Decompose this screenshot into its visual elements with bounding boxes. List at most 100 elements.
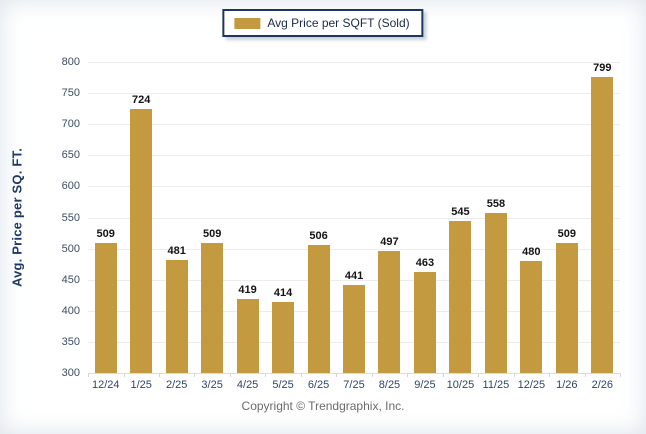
x-tick-mark (194, 373, 196, 377)
x-tick-mark (265, 373, 267, 377)
y-axis-title: Avg. Price per SQ. FT. (9, 148, 25, 288)
x-tick-mark (478, 373, 480, 377)
bar-column: 480 (514, 62, 549, 373)
bar-column: 509 (194, 62, 229, 373)
x-tick-label: 6/25 (307, 379, 330, 391)
bar-column: 419 (230, 62, 265, 373)
x-tick-mark (549, 373, 551, 377)
x-tick-mark (584, 373, 586, 377)
y-tick-label: 800 (61, 56, 80, 68)
x-tick-label: 5/25 (272, 379, 294, 391)
x-tick-label: 2/26 (591, 379, 613, 391)
bar-column: 799 (585, 62, 620, 373)
bar-column: 497 (372, 62, 407, 373)
bar-column: 481 (159, 62, 194, 373)
x-tick-mark (442, 373, 444, 377)
bar-value-label: 558 (486, 197, 506, 210)
bar-value-label: 480 (522, 246, 541, 258)
bar-value-label: 799 (593, 62, 612, 74)
x-tick-mark (336, 373, 338, 377)
bar-column: 414 (265, 62, 300, 373)
x-tick-mark (300, 373, 302, 377)
legend-label: Avg Price per SQFT (Sold) (267, 16, 410, 30)
y-tick-label: 500 (61, 242, 80, 255)
y-tick-label: 400 (61, 304, 80, 317)
bar-value-label: 509 (557, 228, 576, 240)
gridline (88, 217, 620, 219)
x-tick-label: 12/24 (91, 379, 120, 391)
bar-value-label: 545 (451, 205, 470, 218)
x-tick-mark (513, 373, 515, 377)
bar-4-25 (236, 299, 259, 373)
x-tick-mark (620, 373, 621, 377)
bar-2-26 (591, 77, 614, 373)
x-tick-mark (88, 373, 89, 377)
gridline (88, 62, 620, 63)
bar-11-25 (484, 212, 507, 373)
y-tick-label: 750 (61, 87, 80, 100)
bar-columns: 509 724 481 509 419 414 506 441 497 463 545 558 480 5… (88, 62, 620, 373)
gridline (88, 279, 620, 281)
gridline (88, 248, 620, 250)
bar-column: 545 (443, 62, 478, 373)
x-tick-label: 11/25 (482, 379, 510, 391)
x-tick-label: 10/25 (446, 379, 475, 391)
x-tick-mark (158, 373, 160, 377)
bar-6-25 (307, 244, 330, 373)
x-tick-label: 2/25 (165, 379, 188, 391)
bar-column: 506 (301, 62, 336, 373)
bar-2-25 (165, 260, 188, 373)
x-tick-mark (407, 373, 409, 377)
x-tick-label: 9/25 (414, 379, 436, 391)
bar-column: 509 (88, 62, 123, 373)
x-axis-labels: 12/24 1/25 2/25 3/25 4/25 5/25 6/25 7/25 8/25 9/2… (88, 379, 620, 392)
bar-3-25 (201, 243, 224, 373)
bar-8-25 (378, 250, 401, 373)
bar-value-label: 509 (202, 228, 222, 240)
bar-1-26 (555, 243, 578, 373)
x-tick-mark (371, 373, 373, 377)
bar-value-label: 509 (96, 228, 115, 240)
bar-column: 558 (478, 62, 513, 373)
x-tick-label: 1/25 (130, 379, 152, 391)
bar-value-label: 481 (167, 245, 186, 258)
copyright-text: Copyright © Trendgraphix, Inc. (241, 399, 405, 413)
gridline (88, 186, 620, 188)
y-axis-tick-labels: 300 350 400 450 500 550 600 650 700 750 800 (36, 56, 80, 379)
bar-1-25 (130, 109, 153, 373)
x-tick-label: 4/25 (236, 379, 259, 391)
bar-9-25 (413, 271, 436, 373)
x-tick-mark (123, 373, 125, 377)
bar-value-label: 419 (238, 284, 257, 296)
bar-value-label: 414 (273, 287, 293, 300)
y-tick-label: 700 (61, 118, 80, 131)
bar-10-25 (449, 220, 472, 373)
gridline (88, 373, 620, 374)
bar-5-25 (272, 302, 295, 373)
x-tick-label: 3/25 (201, 379, 223, 391)
bar-12-25 (520, 261, 543, 373)
bar-7-25 (343, 285, 366, 373)
bar-column: 509 (549, 62, 584, 373)
x-tick-label: 8/25 (378, 379, 401, 391)
y-tick-label: 350 (61, 335, 80, 348)
y-tick-label: 600 (61, 180, 80, 193)
x-tick-mark (229, 373, 231, 377)
x-tick-label: 1/26 (556, 379, 578, 391)
gridline (88, 93, 620, 95)
legend-swatch-icon (234, 17, 261, 29)
gridline (88, 155, 620, 157)
x-tick-label: 12/25 (517, 379, 546, 391)
bar-value-label: 441 (344, 270, 364, 283)
y-tick-label: 300 (61, 367, 80, 379)
bar-value-label: 724 (132, 94, 151, 107)
bar-value-label: 497 (380, 235, 399, 248)
bar-value-label: 463 (415, 256, 435, 269)
bar-12-24 (94, 243, 117, 373)
bar-column: 724 (123, 62, 158, 373)
y-tick-label: 450 (61, 273, 80, 286)
y-tick-label: 650 (61, 149, 80, 162)
bar-column: 463 (407, 62, 442, 373)
bar-value-label: 506 (309, 229, 328, 242)
